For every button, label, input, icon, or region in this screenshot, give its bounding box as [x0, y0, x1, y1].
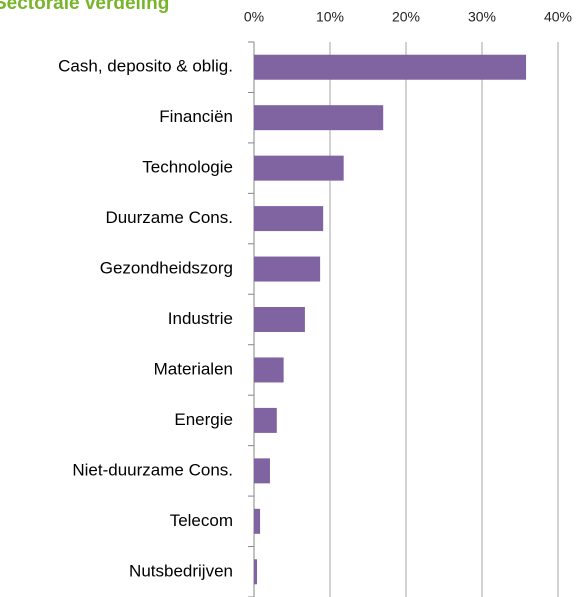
x-tick-label: 40%	[544, 9, 572, 25]
y-tick-label: Gezondheidszorg	[100, 259, 233, 278]
y-tick-label: Materialen	[154, 359, 233, 378]
y-tick-label: Telecom	[170, 511, 233, 530]
y-tick-label: Niet-duurzame Cons.	[72, 460, 233, 479]
x-tick-label: 0%	[244, 9, 264, 25]
x-tick-label: 20%	[392, 9, 420, 25]
bar	[254, 559, 258, 585]
bar	[254, 105, 384, 131]
y-tick-label: Financiën	[159, 107, 233, 126]
y-tick-label: Technologie	[142, 158, 233, 177]
y-tick-label: Industrie	[168, 309, 233, 328]
y-tick-label: Cash, deposito & oblig.	[58, 57, 233, 76]
y-tick-label: Duurzame Cons.	[105, 208, 233, 227]
x-tick-label: 10%	[316, 9, 344, 25]
bar	[254, 407, 277, 433]
bar	[254, 54, 527, 80]
bar	[254, 155, 344, 181]
bar	[254, 508, 261, 534]
y-tick-label: Nutsbedrijven	[129, 561, 233, 580]
bar	[254, 357, 284, 383]
bar	[254, 256, 321, 282]
x-tick-label: 30%	[468, 9, 496, 25]
y-tick-label: Energie	[174, 410, 233, 429]
bar	[254, 307, 305, 332]
chart-title: Sectorale verdeling	[0, 0, 169, 14]
bar	[254, 458, 270, 484]
bar	[254, 206, 324, 232]
